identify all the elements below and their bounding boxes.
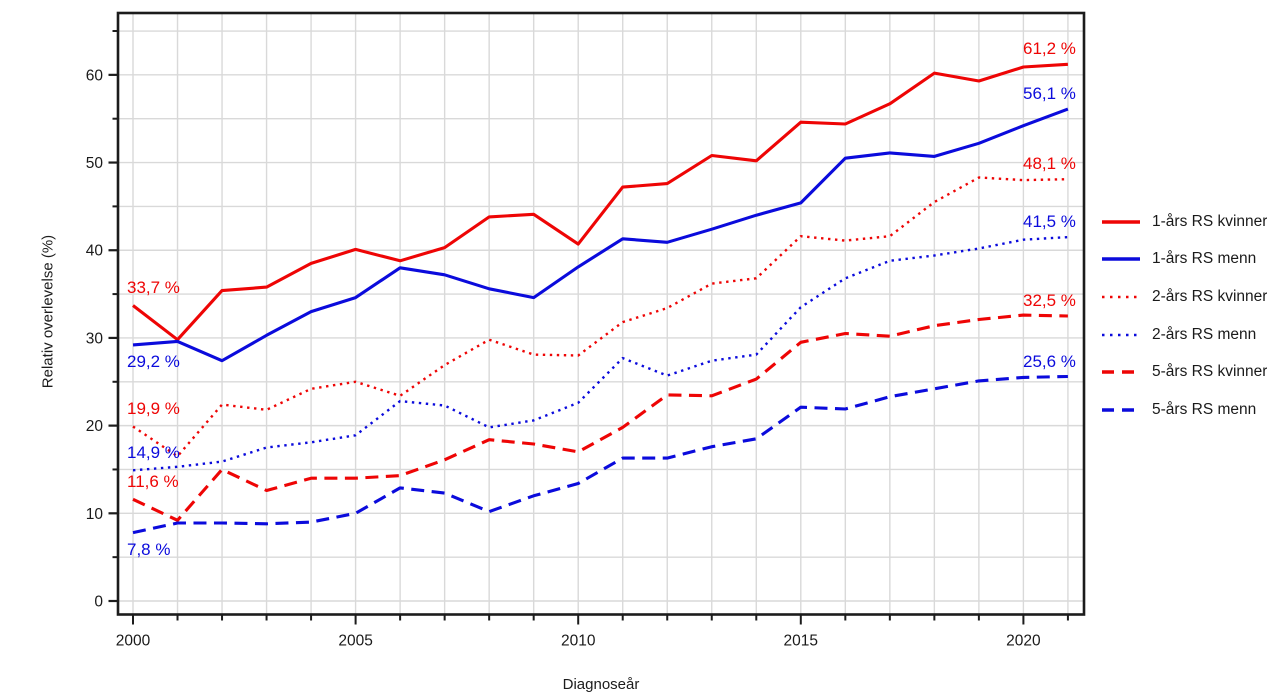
legend-line-swatch (1102, 295, 1140, 299)
legend-line-swatch (1102, 333, 1140, 336)
legend-label: 1-års RS menn (1152, 250, 1257, 268)
end-value-label: 41,5 % (1022, 212, 1076, 232)
y-axis-tick-label: 0 (94, 594, 103, 611)
x-axis-tick-label: 2000 (116, 633, 151, 650)
x-axis-tick-label: 2010 (561, 633, 596, 650)
x-axis-tick-label: 2015 (784, 633, 818, 650)
end-value-label: 32,5 % (1022, 291, 1076, 310)
y-axis-tick-label: 30 (86, 330, 104, 347)
y-axis-title: Relativ overlevelse (%) (39, 234, 57, 389)
y-axis-tick-label: 10 (86, 506, 104, 523)
x-axis-tick-label: 2020 (1006, 633, 1041, 650)
chart-legend: 1-års RS kvinner 1-års RS menn 2-års RS kv… (1101, 203, 1267, 429)
legend-item-2-rs-rs-menn: 2-års RS menn (1101, 316, 1267, 354)
start-value-label: 7,8 % (127, 539, 171, 559)
y-axis-tick-label: 60 (86, 67, 104, 84)
legend-label: 2-års RS menn (1152, 325, 1257, 343)
end-value-label: 25,6 % (1022, 351, 1076, 371)
x-axis-title: Diagnoseår (562, 676, 640, 693)
y-axis-tick-label: 20 (86, 418, 104, 435)
end-value-label: 48,1 % (1022, 154, 1076, 174)
series-line-1-rs-rs-kvinner (132, 62, 1068, 342)
start-value-label: 19,9 % (127, 399, 180, 419)
legend-label: 5-års RS menn (1152, 400, 1257, 418)
start-value-label: 29,2 % (127, 351, 180, 371)
end-value-label: 56,1 % (1022, 84, 1076, 104)
legend-label: 1-års RS kvinner (1152, 212, 1267, 230)
series-line-2-rs-rs-kvinner (132, 176, 1068, 458)
legend-line-swatch (1102, 370, 1140, 374)
start-value-label: 33,7 % (127, 278, 180, 298)
y-axis-tick-label: 50 (86, 155, 104, 172)
start-value-label: 11,6 % (127, 472, 179, 492)
plot-border (116, 11, 1086, 616)
end-value-label: 61,2 % (1022, 39, 1076, 59)
start-value-label: 14,9 % (127, 443, 180, 463)
x-axis-tick-label: 2005 (338, 633, 372, 650)
legend-item-5-rs-rs-kvinner: 5-års RS kvinner (1101, 353, 1267, 391)
series-line-2-rs-rs-menn (132, 235, 1068, 472)
legend-label: 2-års RS kvinner (1152, 287, 1267, 305)
legend-item-5-rs-rs-menn: 5-års RS menn (1101, 391, 1267, 429)
legend-item-1-rs-rs-menn: 1-års RS menn (1101, 241, 1267, 279)
legend-label: 5-års RS kvinner (1152, 363, 1267, 381)
legend-item-2-rs-rs-kvinner: 2-års RS kvinner (1101, 278, 1267, 316)
legend-line-swatch (1102, 408, 1140, 412)
legend-line-swatch (1102, 220, 1140, 224)
series-line-1-rs-rs-menn (132, 107, 1069, 363)
y-axis-tick-label: 40 (86, 243, 104, 260)
series-line-5-rs-rs-menn (132, 374, 1068, 535)
legend-line-swatch (1102, 257, 1140, 262)
series-line-5-rs-rs-kvinner (132, 313, 1068, 522)
legend-item-1-rs-rs-kvinner: 1-års RS kvinner (1101, 203, 1267, 241)
